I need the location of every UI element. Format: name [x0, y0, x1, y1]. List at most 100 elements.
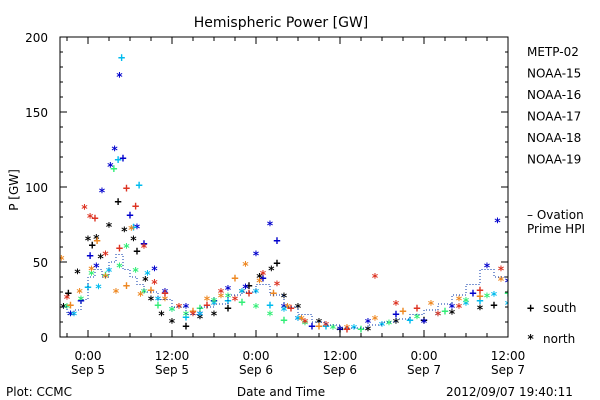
point-noaa-16: +	[322, 319, 329, 333]
point-metp-02: +	[89, 238, 96, 252]
timestamp: 2012/09/07 19:40:11	[446, 385, 573, 399]
point-noaa-18: +	[189, 304, 196, 318]
point-noaa-18: *	[455, 294, 462, 308]
point-noaa-15: *	[504, 276, 511, 290]
point-noaa-18: *	[284, 301, 291, 315]
point-metp-02: *	[210, 309, 217, 323]
x-tick-label-day: Sep 5	[155, 363, 189, 377]
marker-legend: + south * north	[527, 301, 577, 346]
point-noaa-16: *	[462, 298, 469, 312]
point-noaa-17: +	[154, 298, 161, 312]
point-noaa-16: *	[294, 313, 301, 327]
point-metp-02: *	[93, 232, 100, 246]
point-noaa-17: *	[483, 291, 490, 305]
point-noaa-15: *	[107, 160, 114, 174]
south-marker-symbol: +	[527, 301, 534, 315]
point-noaa-19: *	[434, 309, 441, 323]
point-noaa-19: *	[189, 309, 196, 323]
point-metp-02: +	[245, 279, 252, 293]
point-noaa-17: *	[88, 268, 95, 282]
point-noaa-19: *	[301, 316, 308, 330]
point-noaa-16: +	[130, 220, 137, 234]
point-metp-02: +	[114, 195, 121, 209]
point-noaa-18: +	[399, 304, 406, 318]
point-metp-02: +	[490, 298, 497, 312]
point-noaa-16: *	[168, 304, 175, 318]
point-noaa-16: +	[518, 294, 525, 308]
x-tick-label-day: Sep 7	[407, 363, 441, 377]
point-noaa-15: *	[242, 282, 249, 296]
point-noaa-15: *	[494, 216, 501, 230]
model-label-line2: Prime HPI	[527, 222, 585, 236]
point-noaa-16: +	[135, 178, 142, 192]
point-noaa-18: *	[58, 253, 65, 267]
point-noaa-19: +	[161, 286, 168, 300]
point-metp-02: *	[84, 234, 91, 248]
y-tick-label: 200	[25, 31, 48, 45]
legend-entry-noaa-19: NOAA-19	[527, 153, 581, 167]
x-tick-label-day: Sep 6	[323, 363, 357, 377]
point-noaa-17: *	[252, 301, 259, 315]
point-noaa-19: *	[455, 301, 462, 315]
point-noaa-17: *	[116, 261, 123, 275]
point-noaa-15: *	[280, 301, 287, 315]
point-noaa-15: +	[273, 234, 280, 248]
point-noaa-16: *	[280, 304, 287, 318]
point-noaa-19: *	[175, 301, 182, 315]
point-noaa-19: +	[476, 283, 483, 297]
point-noaa-16: *	[490, 289, 497, 303]
point-noaa-19: +	[123, 181, 130, 195]
point-noaa-16: *	[434, 309, 441, 323]
y-tick-label: 50	[33, 256, 48, 270]
point-noaa-18: +	[93, 234, 100, 248]
point-noaa-18: *	[203, 294, 210, 308]
point-noaa-16: +	[182, 310, 189, 324]
point-noaa-18: *	[112, 286, 119, 300]
point-noaa-19: +	[539, 240, 546, 254]
point-noaa-18: *	[256, 276, 263, 290]
point-noaa-16: *	[350, 322, 357, 336]
point-noaa-18: +	[476, 289, 483, 303]
point-metp-02: *	[74, 267, 81, 281]
point-noaa-17: +	[441, 304, 448, 318]
point-noaa-19: *	[63, 292, 70, 306]
point-noaa-19: *	[371, 271, 378, 285]
point-noaa-15: *	[111, 144, 118, 158]
point-noaa-18: *	[497, 274, 504, 288]
plot-area: *+**+***+**+**** +* *+*+**+*** + ** + * * + ***++…	[58, 51, 546, 337]
point-noaa-15: *	[294, 313, 301, 327]
point-metp-02: *	[97, 252, 104, 266]
point-noaa-15: *	[224, 283, 231, 297]
point-metp-02: *	[105, 220, 112, 234]
point-metp-02: *	[448, 307, 455, 321]
point-noaa-15: +	[126, 208, 133, 222]
point-noaa-19: *	[140, 241, 147, 255]
point-metp-02: *	[315, 316, 322, 330]
point-noaa-18: *	[175, 301, 182, 315]
point-noaa-17: +	[357, 322, 364, 336]
point-noaa-18: +	[231, 271, 238, 285]
point-noaa-16: *	[154, 294, 161, 308]
point-metp-02: *	[476, 303, 483, 317]
point-metp-02: *	[142, 274, 149, 288]
point-noaa-16: +	[406, 313, 413, 327]
point-noaa-18: *	[76, 286, 83, 300]
point-noaa-15: +	[140, 237, 147, 251]
x-tick-label-day: Sep 6	[239, 363, 273, 377]
point-noaa-16: *	[95, 282, 102, 296]
x-tick-label-time: 12:00	[491, 349, 526, 363]
point-metp-02: +	[420, 313, 427, 327]
point-noaa-15: *	[196, 309, 203, 323]
point-noaa-15: *	[116, 70, 123, 84]
point-metp-02: *	[392, 316, 399, 330]
point-noaa-19: +	[343, 322, 350, 336]
point-noaa-19: +	[91, 211, 98, 225]
point-noaa-15: *	[67, 309, 74, 323]
x-tick-label-day: Sep 7	[491, 363, 525, 377]
point-noaa-18: *	[343, 322, 350, 336]
legend-entry-noaa-18: NOAA-18	[527, 131, 581, 145]
point-metp-02: *	[268, 264, 275, 278]
point-noaa-17: *	[63, 301, 70, 315]
point-noaa-16: *	[144, 268, 151, 282]
point-noaa-18: *	[371, 313, 378, 327]
